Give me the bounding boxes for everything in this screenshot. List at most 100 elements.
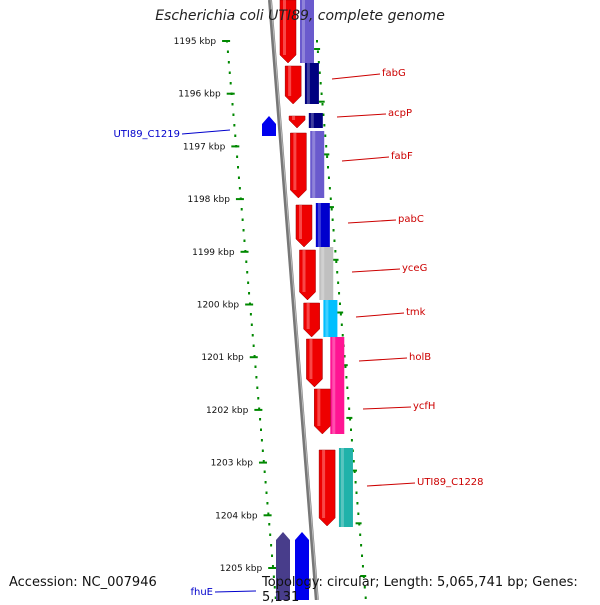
forward-gene-arrow	[295, 204, 313, 248]
gene-leader-line	[355, 312, 405, 318]
ruler-dot	[322, 113, 325, 116]
kbp-label: 1202 kbp	[206, 406, 249, 416]
ruler-dot	[339, 313, 342, 316]
cog-bar	[323, 300, 338, 337]
ruler-dot	[334, 250, 337, 253]
gene-leader-line	[336, 113, 387, 118]
ruler-dot	[245, 260, 248, 263]
ruler-dot	[238, 187, 241, 190]
ruler-dot	[332, 229, 335, 232]
ruler-dot	[349, 418, 352, 421]
ruler-dot	[237, 176, 240, 179]
cog-bar	[319, 247, 334, 300]
backbone-line	[268, 0, 319, 600]
ruler-dot	[273, 586, 276, 589]
cog-bar	[310, 131, 325, 198]
ruler-dot	[363, 586, 366, 589]
gene-shine	[292, 116, 296, 120]
ruler-dot	[364, 596, 367, 599]
cog-bar-shine	[306, 63, 310, 104]
cog-bar-shine	[332, 337, 336, 434]
ruler-dot	[357, 512, 360, 515]
gene-labels: fabG acpP fabF pabC yceG tmk holB ycfH UTI89_C12…	[113, 68, 483, 598]
ruler-dot	[262, 460, 265, 463]
ruler-dots-left	[226, 40, 277, 599]
ruler-dot	[254, 365, 257, 368]
cog-bar	[304, 63, 319, 104]
kbp-label: 1204 kbp	[215, 511, 258, 521]
ruler-dot	[259, 418, 262, 421]
cog-bar-shine	[312, 131, 316, 198]
gene-shine	[317, 389, 321, 426]
ruler-dot	[316, 40, 318, 43]
ruler-dot	[330, 208, 333, 211]
ruler-dot	[231, 103, 234, 106]
kbp-label: 1200 kbp	[197, 301, 240, 311]
cog-bar-shine	[325, 300, 329, 337]
ruler-dot	[361, 565, 364, 568]
gene-label-fabg[interactable]: fabG	[382, 68, 406, 79]
ruler-dot	[343, 355, 346, 358]
reverse-gene-arrow	[276, 532, 290, 600]
cog-bar-shine	[310, 113, 314, 128]
cog-bar-shine	[302, 0, 305, 63]
gene-label-yceg[interactable]: yceG	[402, 263, 427, 274]
gene-label-uti89_c1228[interactable]: UTI89_C1228	[417, 477, 484, 488]
genome-backbone	[268, 0, 319, 600]
gene-label-pabc[interactable]: pabC	[398, 214, 424, 225]
ruler-dot	[354, 481, 357, 484]
gene-label-fabf[interactable]: fabF	[391, 151, 413, 162]
gene-shine	[293, 133, 297, 190]
ruler-dot	[359, 533, 362, 536]
ruler-dot	[341, 334, 344, 337]
gene-label-ycfh[interactable]: ycfH	[413, 401, 435, 412]
cog-bar	[315, 203, 330, 247]
gene-leader-line	[214, 590, 257, 593]
gene-leader-line	[347, 219, 397, 224]
gene-label-uti89_c1219[interactable]: UTI89_C1219	[113, 129, 180, 140]
ruler-dot	[356, 502, 359, 505]
ruler-dot	[259, 428, 262, 431]
ruler-dot	[260, 439, 263, 442]
kbp-label: 1195 kbp	[174, 37, 217, 47]
ruler-dot	[242, 229, 245, 232]
forward-gene-arrow	[299, 249, 316, 301]
ruler-dot	[267, 512, 270, 515]
ruler-dot	[321, 103, 324, 106]
ruler-dot	[346, 386, 349, 389]
reverse-gene-arrow	[262, 116, 276, 136]
ruler-dot	[227, 61, 230, 64]
kbp-label: 1196 kbp	[178, 90, 221, 100]
ruler-dot	[345, 376, 348, 379]
cog-bar	[330, 337, 345, 434]
gene-shine	[288, 66, 292, 96]
map-title: Escherichia coli UTI89, complete genome	[155, 8, 445, 24]
ruler-dot	[263, 470, 266, 473]
ruler-dot	[349, 428, 352, 431]
ruler-dot	[353, 470, 356, 473]
kbp-label: 1197 kbp	[183, 142, 226, 152]
forward-gene-arrow	[306, 338, 323, 388]
gene-label-holb[interactable]: holB	[409, 352, 431, 363]
ruler-dot	[249, 313, 252, 316]
gene-label-tmk[interactable]: tmk	[406, 307, 426, 318]
ruler-dot	[338, 292, 341, 295]
ruler-dot	[243, 239, 246, 242]
ruler-dot	[336, 271, 339, 274]
forward-gene-arrow	[314, 388, 331, 435]
ruler-dot	[319, 82, 322, 85]
ruler-dot	[250, 323, 253, 326]
ruler-dot	[316, 50, 319, 53]
ruler-dot	[331, 218, 334, 221]
ruler-dot	[328, 187, 331, 190]
gene-leader-line	[331, 73, 381, 80]
gene-shine	[298, 205, 302, 239]
ruler-dot	[266, 502, 269, 505]
gene-label-acpp[interactable]: acpP	[388, 108, 412, 119]
ruler-dot	[326, 155, 329, 158]
gene-label-fhue[interactable]: fhuE	[190, 587, 213, 598]
ruler-dot	[350, 439, 353, 442]
genome-summary-text: Topology: circular; Length: 5,065,741 bp…	[262, 575, 578, 605]
kbp-ruler: 1195 kbp 1196 kbp 1197 kbp 1198 kbp 1199 kbp…	[174, 37, 367, 577]
